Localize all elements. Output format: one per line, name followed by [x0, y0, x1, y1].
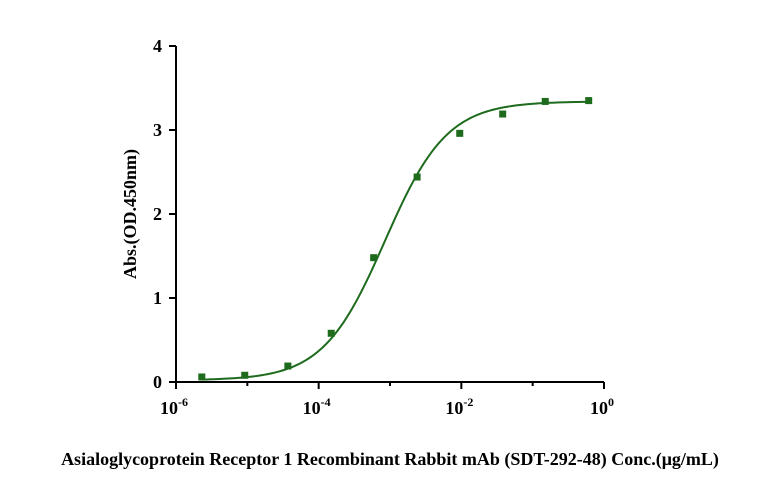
fit-curve-group — [201, 100, 589, 381]
data-point — [241, 371, 249, 379]
data-point — [541, 97, 549, 105]
y-tick-label: 3 — [153, 120, 162, 140]
y-tick-label: 2 — [153, 204, 162, 224]
x-tick-label: 100 — [590, 395, 614, 418]
axes: 0 1 2 3 4 10-6 10-4 10-2 100 — [153, 36, 614, 418]
data-point — [499, 110, 507, 118]
y-tick-label: 0 — [153, 372, 162, 392]
y-tick-label: 1 — [153, 288, 162, 308]
y-axis-title: Abs.(OD.450nm) — [120, 149, 141, 279]
data-point — [327, 329, 335, 337]
x-axis-title: Asialoglycoprotein Receptor 1 Recombinan… — [61, 449, 719, 470]
data-point — [585, 97, 593, 105]
data-point — [198, 373, 206, 381]
data-point — [456, 129, 464, 137]
x-tick-label: 10-4 — [303, 395, 331, 418]
fit-curve — [201, 100, 589, 381]
y-tick-label: 4 — [153, 36, 162, 56]
data-point — [284, 362, 292, 370]
data-point — [370, 254, 378, 262]
x-tick-label: 10-2 — [445, 395, 473, 418]
data-points — [198, 97, 593, 381]
data-point — [413, 173, 421, 181]
x-tick-label: 10-6 — [160, 395, 188, 418]
